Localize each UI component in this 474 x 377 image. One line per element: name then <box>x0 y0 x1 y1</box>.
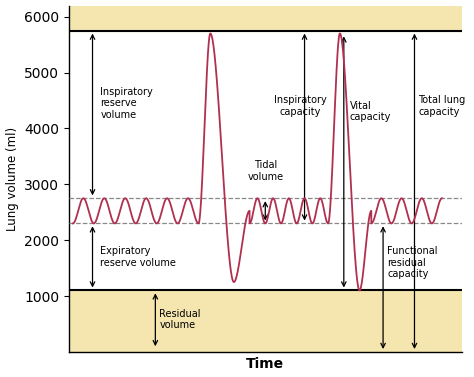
Y-axis label: Lung volume (ml): Lung volume (ml) <box>6 127 18 231</box>
Text: Inspiratory
capacity: Inspiratory capacity <box>274 95 327 117</box>
Bar <box>69 6 462 31</box>
Text: Total lung
capacity: Total lung capacity <box>419 95 465 117</box>
Text: Inspiratory
reserve
volume: Inspiratory reserve volume <box>100 87 153 120</box>
Text: Tidal
volume: Tidal volume <box>247 160 283 181</box>
X-axis label: Time: Time <box>246 357 284 371</box>
Text: Residual
volume: Residual volume <box>159 309 201 330</box>
Text: Functional
residual
capacity: Functional residual capacity <box>387 246 438 279</box>
Bar <box>69 290 462 352</box>
Text: Expiratory
reserve volume: Expiratory reserve volume <box>100 246 176 268</box>
Text: Vital
capacity: Vital capacity <box>350 101 391 123</box>
